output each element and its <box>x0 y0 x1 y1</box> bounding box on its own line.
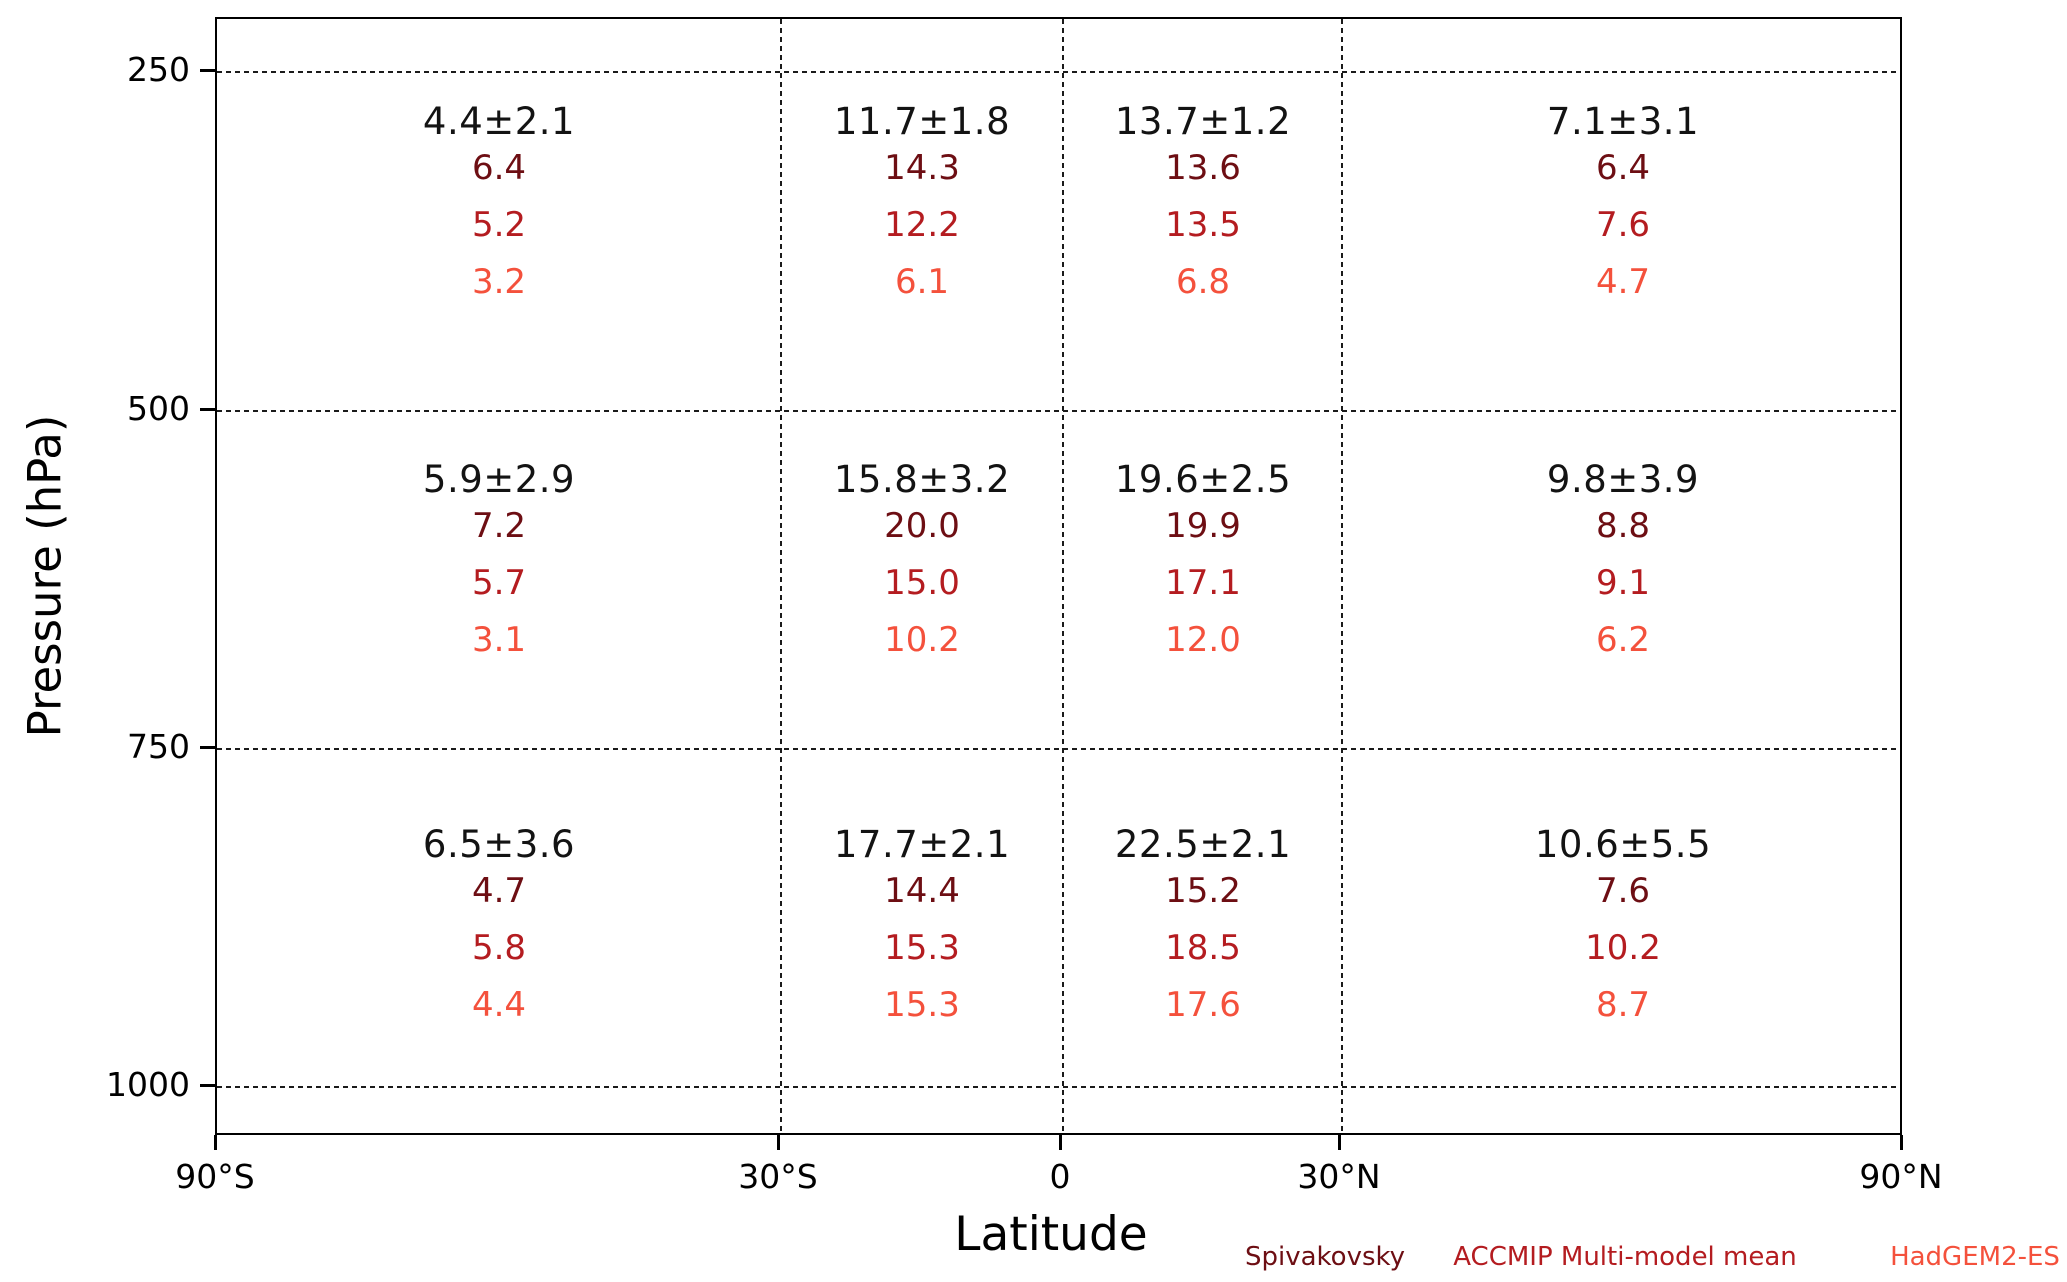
x-axis-label: Latitude <box>954 1207 1148 1262</box>
cell-spivakovsky-value: 4.7 <box>471 871 527 911</box>
cell-hadgem2es-value: 4.7 <box>1595 262 1651 302</box>
cell-spivakovsky-value: 20.0 <box>884 506 960 546</box>
h-gridline-250 <box>217 71 1900 73</box>
cell-spivakovsky-value: 7.2 <box>471 506 527 546</box>
x-tick-mark <box>214 1135 217 1150</box>
data-cell-r1c1: 4.4±2.1 6.4 5.2 3.2 <box>423 99 575 311</box>
legend-item-spivakovsky: Spivakovsky <box>1244 1242 1406 1272</box>
cell-accmip-value: 13.5 <box>1165 205 1241 245</box>
cell-hadgem2es-value: 6.1 <box>894 262 950 302</box>
y-tick-mark <box>200 746 215 749</box>
cell-spivakovsky-value: 7.6 <box>1595 871 1651 911</box>
y-tick-mark <box>200 69 215 72</box>
cell-spivakovsky-value: 6.4 <box>471 148 527 188</box>
cell-hadgem2es-value: 12.0 <box>1165 620 1241 660</box>
x-tick-label-90n: 90°N <box>1859 1157 1943 1196</box>
y-axis-label: Pressure (hPa) <box>18 414 72 738</box>
data-cell-r3c2: 17.7±2.1 14.4 15.3 15.3 <box>834 822 1010 1034</box>
cell-spivakovsky-value: 15.2 <box>1165 871 1241 911</box>
legend-item-accmip-multi-model-mean: ACCMIP Multi-model mean <box>1453 1242 1797 1272</box>
x-tick-label-30s: 30°S <box>738 1157 818 1196</box>
cell-hadgem2es-value: 3.1 <box>471 620 527 660</box>
data-cell-r2c2: 15.8±3.2 20.0 15.0 10.2 <box>834 457 1010 669</box>
cell-accmip-value: 15.0 <box>884 563 960 603</box>
cell-mean-value: 9.8±3.9 <box>1546 458 1700 501</box>
cell-mean-value: 17.7±2.1 <box>833 823 1011 866</box>
cell-mean-value: 10.6±5.5 <box>1534 823 1712 866</box>
y-tick-label-1000: 1000 <box>106 1065 190 1104</box>
y-tick-label-750: 750 <box>127 727 190 766</box>
x-tick-mark <box>777 1135 780 1150</box>
cell-accmip-value: 7.6 <box>1595 205 1651 245</box>
cell-mean-value: 11.7±1.8 <box>833 100 1011 143</box>
cell-spivakovsky-value: 19.9 <box>1165 506 1241 546</box>
y-tick-label-250: 250 <box>127 50 190 89</box>
cell-spivakovsky-value: 6.4 <box>1595 148 1651 188</box>
data-cell-r2c3: 19.6±2.5 19.9 17.1 12.0 <box>1115 457 1291 669</box>
cell-mean-value: 5.9±2.9 <box>422 458 576 501</box>
cell-hadgem2es-value: 10.2 <box>884 620 960 660</box>
cell-hadgem2es-value: 3.2 <box>471 262 527 302</box>
data-cell-r2c1: 5.9±2.9 7.2 5.7 3.1 <box>423 457 575 669</box>
data-cell-r1c3: 13.7±1.2 13.6 13.5 6.8 <box>1115 99 1291 311</box>
cell-accmip-value: 17.1 <box>1165 563 1241 603</box>
cell-mean-value: 7.1±3.1 <box>1546 100 1700 143</box>
cell-accmip-value: 5.7 <box>471 563 527 603</box>
x-tick-mark <box>1900 1135 1903 1150</box>
cell-accmip-value: 18.5 <box>1165 928 1241 968</box>
data-cell-r3c4: 10.6±5.5 7.6 10.2 8.7 <box>1535 822 1711 1034</box>
cell-hadgem2es-value: 8.7 <box>1595 985 1651 1025</box>
data-cell-r2c4: 9.8±3.9 8.8 9.1 6.2 <box>1547 457 1699 669</box>
cell-hadgem2es-value: 4.4 <box>471 985 527 1025</box>
data-cell-r1c4: 7.1±3.1 6.4 7.6 4.7 <box>1547 99 1699 311</box>
data-cell-r1c2: 11.7±1.8 14.3 12.2 6.1 <box>834 99 1010 311</box>
cell-accmip-value: 15.3 <box>884 928 960 968</box>
cell-mean-value: 15.8±3.2 <box>833 458 1011 501</box>
cell-accmip-value: 5.8 <box>471 928 527 968</box>
cell-accmip-value: 9.1 <box>1595 563 1651 603</box>
cell-mean-value: 22.5±2.1 <box>1114 823 1292 866</box>
y-tick-mark <box>200 1084 215 1087</box>
cell-spivakovsky-value: 8.8 <box>1595 506 1651 546</box>
data-cell-r3c1: 6.5±3.6 4.7 5.8 4.4 <box>423 822 575 1034</box>
cell-accmip-value: 5.2 <box>471 205 527 245</box>
cell-mean-value: 4.4±2.1 <box>422 100 576 143</box>
v-gridline-0 <box>1062 19 1064 1133</box>
x-tick-label-30n: 30°N <box>1297 1157 1381 1196</box>
cell-spivakovsky-value: 14.4 <box>884 871 960 911</box>
h-gridline-500 <box>217 410 1900 412</box>
cell-spivakovsky-value: 14.3 <box>884 148 960 188</box>
h-gridline-1000 <box>217 1086 1900 1088</box>
cell-mean-value: 19.6±2.5 <box>1114 458 1292 501</box>
cell-hadgem2es-value: 6.2 <box>1595 620 1651 660</box>
cell-hadgem2es-value: 15.3 <box>884 985 960 1025</box>
x-tick-mark <box>1338 1135 1341 1150</box>
x-tick-mark <box>1059 1135 1062 1150</box>
cell-accmip-value: 12.2 <box>884 205 960 245</box>
x-tick-label-0: 0 <box>1049 1157 1071 1196</box>
plot-area: 4.4±2.1 6.4 5.2 3.2 11.7±1.8 14.3 12.2 6… <box>215 17 1902 1135</box>
cell-mean-value: 6.5±3.6 <box>422 823 576 866</box>
legend-item-hadgem2-es: HadGEM2-ES <box>1890 1242 2060 1272</box>
cell-mean-value: 13.7±1.2 <box>1114 100 1292 143</box>
v-gridline-30n <box>1341 19 1343 1133</box>
cell-spivakovsky-value: 13.6 <box>1165 148 1241 188</box>
y-tick-mark <box>200 408 215 411</box>
cell-accmip-value: 10.2 <box>1585 928 1661 968</box>
cell-hadgem2es-value: 17.6 <box>1165 985 1241 1025</box>
v-gridline-30s <box>780 19 782 1133</box>
data-cell-r3c3: 22.5±2.1 15.2 18.5 17.6 <box>1115 822 1291 1034</box>
h-gridline-750 <box>217 748 1900 750</box>
x-tick-label-90s: 90°S <box>175 1157 255 1196</box>
y-tick-label-500: 500 <box>127 389 190 428</box>
cell-hadgem2es-value: 6.8 <box>1175 262 1231 302</box>
